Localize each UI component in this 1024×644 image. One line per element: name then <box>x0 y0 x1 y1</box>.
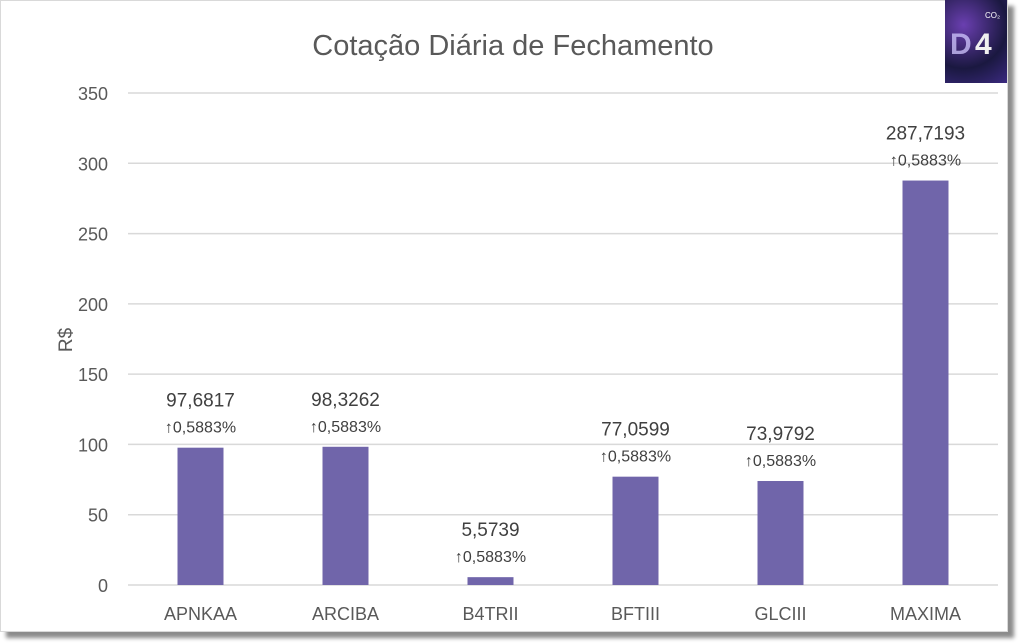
bar <box>467 577 514 585</box>
x-tick-label: ARCIBA <box>312 604 379 624</box>
data-label-change: ↑0,5883% <box>165 420 236 437</box>
data-label-change: ↑0,5883% <box>745 453 816 470</box>
y-tick-label: 100 <box>78 435 108 455</box>
data-label-value: 97,6817 <box>166 391 235 412</box>
x-tick-label: MAXIMA <box>890 604 961 624</box>
x-tick-label: BFTIII <box>611 604 660 624</box>
x-tick-label: GLCIII <box>754 604 806 624</box>
y-axis-label: R$ <box>56 327 77 352</box>
data-label-value: 98,3262 <box>311 390 380 411</box>
y-tick-label: 50 <box>88 506 108 526</box>
logo-number: 4 <box>975 28 992 61</box>
logo-letter: D <box>950 28 972 61</box>
y-tick-label: 250 <box>78 225 108 245</box>
bar <box>322 446 369 585</box>
data-label-value: 77,0599 <box>601 420 670 441</box>
y-tick-label: 200 <box>78 295 108 315</box>
x-tick-label: APNKAA <box>164 604 237 624</box>
logo-d4: D 4 CO₂ <box>945 0 1007 83</box>
data-label-change: ↑0,5883% <box>310 419 381 436</box>
x-tick-label: B4TRII <box>462 604 518 624</box>
data-label-value: 73,9792 <box>746 424 815 445</box>
y-tick-label: 0 <box>98 576 108 596</box>
bar <box>757 481 804 585</box>
y-tick-label: 150 <box>78 365 108 385</box>
bar <box>177 447 224 585</box>
data-label-change: ↑0,5883% <box>890 153 961 170</box>
data-label-value: 5,5739 <box>461 520 519 541</box>
data-label-change: ↑0,5883% <box>455 549 526 566</box>
bar <box>612 476 659 585</box>
logo-co2: CO₂ <box>985 11 1001 20</box>
bar <box>902 180 949 585</box>
y-tick-label: 300 <box>78 154 108 174</box>
chart-frame <box>0 0 1008 632</box>
data-label-change: ↑0,5883% <box>600 449 671 466</box>
chart-title: Cotação Diária de Fechamento <box>312 30 713 62</box>
data-label-value: 287,7193 <box>886 124 965 145</box>
y-tick-label: 350 <box>78 84 108 104</box>
